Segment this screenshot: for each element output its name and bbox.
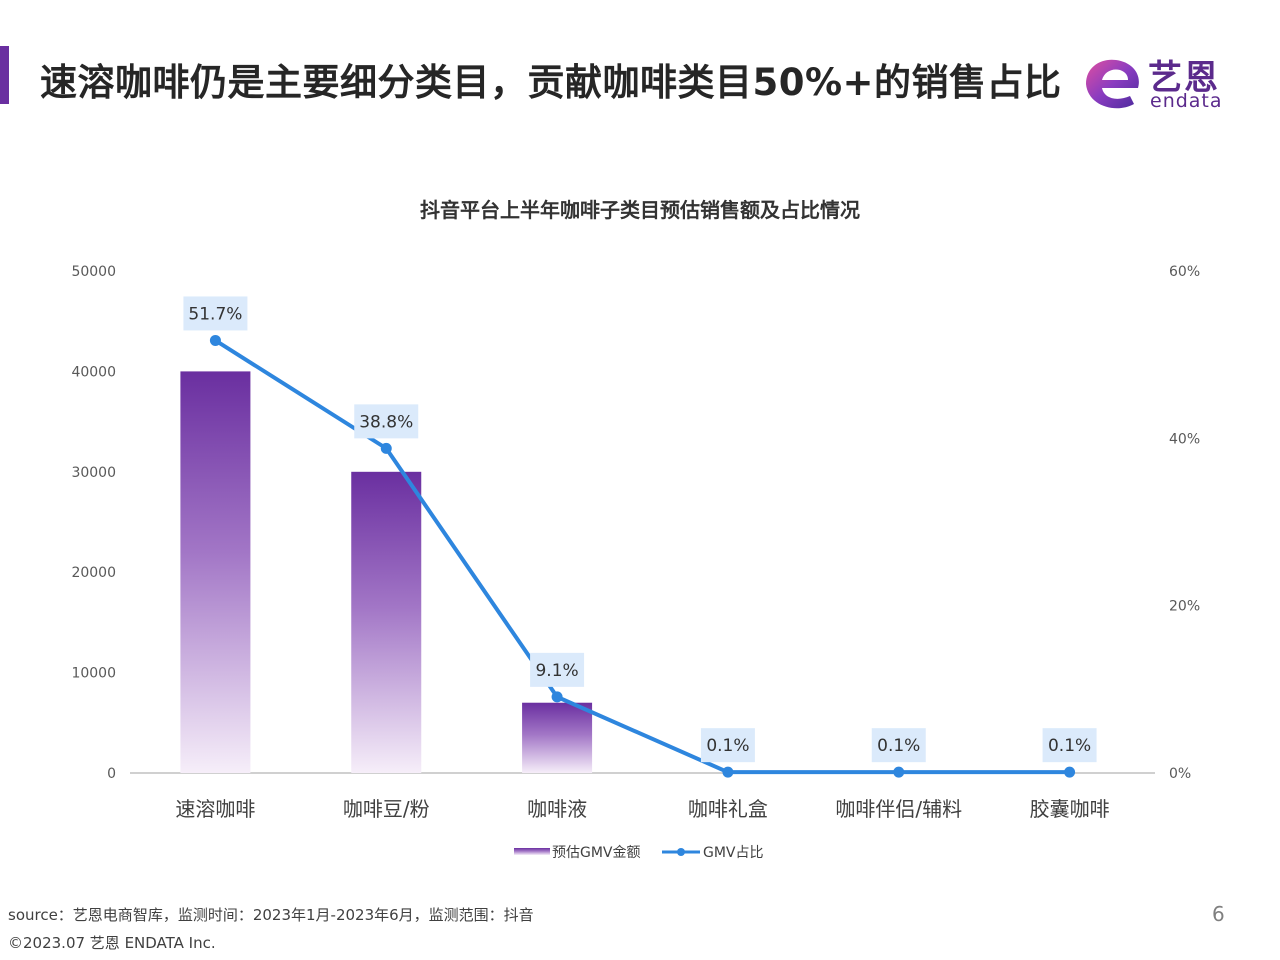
gmv-share-point xyxy=(209,334,221,346)
category-labels: 速溶咖啡 咖啡豆/粉 咖啡液 咖啡礼盒 咖啡伴侣/辅料 胶囊咖啡 xyxy=(175,797,1109,821)
data-label-box xyxy=(871,728,926,763)
category-label: 胶囊咖啡 xyxy=(1030,797,1110,821)
right-axis: 0% 20% 40% 60% xyxy=(1169,264,1200,782)
data-labels: 51.7% 38.8% 9.1% 0.1% 0.1% 0.1% xyxy=(183,296,1097,763)
data-label-box xyxy=(183,296,248,331)
line-series xyxy=(209,334,1076,778)
left-axis: 0 10000 20000 30000 40000 50000 xyxy=(71,264,116,782)
left-axis-tick-label: 30000 xyxy=(71,465,116,481)
gmv-share-point xyxy=(551,691,563,703)
category-label: 咖啡伴侣/辅料 xyxy=(835,797,962,821)
source-note: source：艺恩电商智库，监测时间：2023年1月-2023年6月，监测范围：… xyxy=(8,906,534,924)
right-axis-tick-label: 0% xyxy=(1169,766,1191,782)
page-title: 速溶咖啡仍是主要细分类目，贡献咖啡类目50%+的销售占比 xyxy=(40,61,1062,104)
data-label: 0.1% xyxy=(1048,736,1091,756)
category-label: 咖啡液 xyxy=(527,797,587,821)
logo-english-text: endata xyxy=(1150,90,1223,112)
legend-line-label: GMV占比 xyxy=(703,845,764,861)
legend: 预估GMV金额 GMV占比 xyxy=(514,845,764,861)
data-label: 0.1% xyxy=(706,736,749,756)
title-accent-bar xyxy=(0,46,9,104)
gmv-bar xyxy=(180,371,251,773)
copyright-note: ©2023.07 艺恩 ENDATA Inc. xyxy=(8,934,216,952)
data-label-box xyxy=(530,652,585,687)
gmv-share-point xyxy=(1064,766,1076,778)
legend-bar-label: 预估GMV金额 xyxy=(552,845,641,861)
right-axis-tick-label: 20% xyxy=(1169,599,1200,615)
data-label: 0.1% xyxy=(877,736,920,756)
right-axis-tick-label: 60% xyxy=(1169,264,1200,280)
legend-line-marker xyxy=(677,848,685,856)
gmv-share-point xyxy=(380,442,392,454)
left-axis-tick-label: 40000 xyxy=(71,364,116,380)
category-label: 咖啡礼盒 xyxy=(688,797,768,821)
data-label-box xyxy=(700,728,755,763)
gmv-bar xyxy=(351,471,422,773)
logo-chinese-text: 艺恩 xyxy=(1148,58,1220,98)
data-label-box xyxy=(354,404,419,439)
right-axis-tick-label: 40% xyxy=(1169,431,1200,447)
gmv-share-point xyxy=(722,766,734,778)
data-label-box xyxy=(1042,728,1097,763)
category-label: 咖啡豆/粉 xyxy=(343,797,430,821)
left-axis-tick-label: 20000 xyxy=(71,565,116,581)
data-label: 38.8% xyxy=(359,412,413,432)
page-number: 6 xyxy=(1212,902,1225,926)
legend-bar-swatch xyxy=(514,848,550,855)
endata-logo-icon xyxy=(1086,59,1139,109)
data-label: 51.7% xyxy=(188,304,242,324)
gmv-share-line xyxy=(214,338,1070,775)
gmv-share-point xyxy=(893,766,905,778)
left-axis-tick-label: 50000 xyxy=(71,264,116,280)
data-label: 9.1% xyxy=(535,661,578,681)
endata-logo: 艺恩 endata xyxy=(1080,50,1240,114)
gmv-bar xyxy=(522,702,593,773)
left-axis-tick-label: 10000 xyxy=(71,666,116,682)
chart-title: 抖音平台上半年咖啡子类目预估销售额及占比情况 xyxy=(420,198,860,222)
bar-series xyxy=(180,371,593,773)
category-label: 速溶咖啡 xyxy=(175,797,255,821)
left-axis-tick-label: 0 xyxy=(107,766,116,782)
